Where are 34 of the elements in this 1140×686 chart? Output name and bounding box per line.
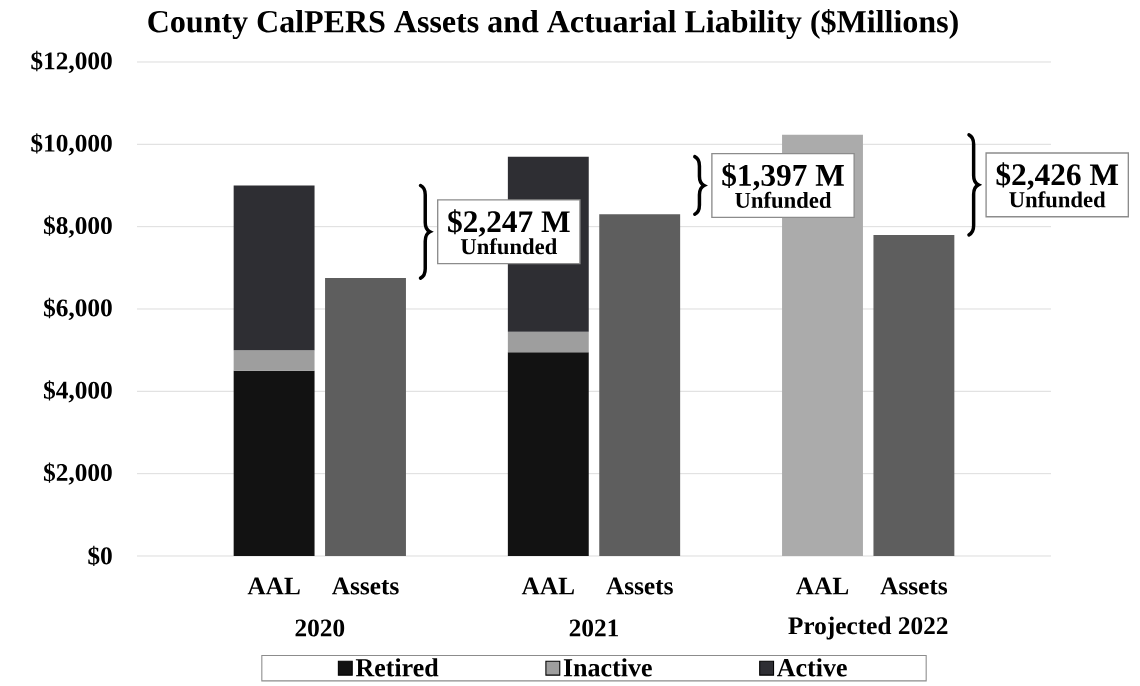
annotation: $1,397 M — [722, 162, 844, 191]
x-tick-label: Assets — [331, 577, 399, 595]
text: Unfunded — [1009, 191, 1106, 208]
bar — [873, 234, 955, 556]
x-tick-label: AAL — [247, 577, 300, 595]
bar — [507, 331, 589, 353]
y-tick-label: $4,000 — [43, 380, 112, 403]
annotation: Unfunded — [735, 191, 832, 209]
annotation: Unfunded — [460, 238, 558, 255]
x-tick-label: Assets — [606, 577, 673, 595]
text: Projected 2022 — [788, 616, 948, 640]
y-tick-label: $8,000 — [43, 215, 112, 238]
y-tick-label: $12,000 — [31, 50, 112, 74]
bar — [507, 352, 589, 556]
y-tick-label: $6,000 — [43, 297, 112, 321]
bar — [599, 214, 681, 556]
chart-title: County CalPERS Assets and Actuarial Liability ($Millions) — [148, 8, 958, 40]
bar — [325, 278, 406, 556]
legend-label: Inactive — [563, 658, 652, 677]
bar — [233, 185, 315, 351]
bar — [233, 370, 315, 556]
y-tick-label: $0 — [88, 545, 112, 567]
x-tick-label: AAL — [796, 577, 849, 595]
x-tick-label: Assets — [880, 577, 948, 595]
text: $2,426 M — [996, 162, 1119, 190]
x-tick-label: AAL — [521, 577, 574, 595]
legend-label: Retired — [355, 658, 439, 677]
text: 2021 — [569, 619, 619, 637]
annotation: $2,247 M — [448, 209, 570, 237]
legend-label: Active — [777, 658, 847, 677]
bar — [233, 350, 315, 371]
y-tick-label: $2,000 — [43, 462, 112, 485]
text: 2020 — [295, 619, 345, 637]
y-tick-label: $10,000 — [31, 133, 112, 156]
